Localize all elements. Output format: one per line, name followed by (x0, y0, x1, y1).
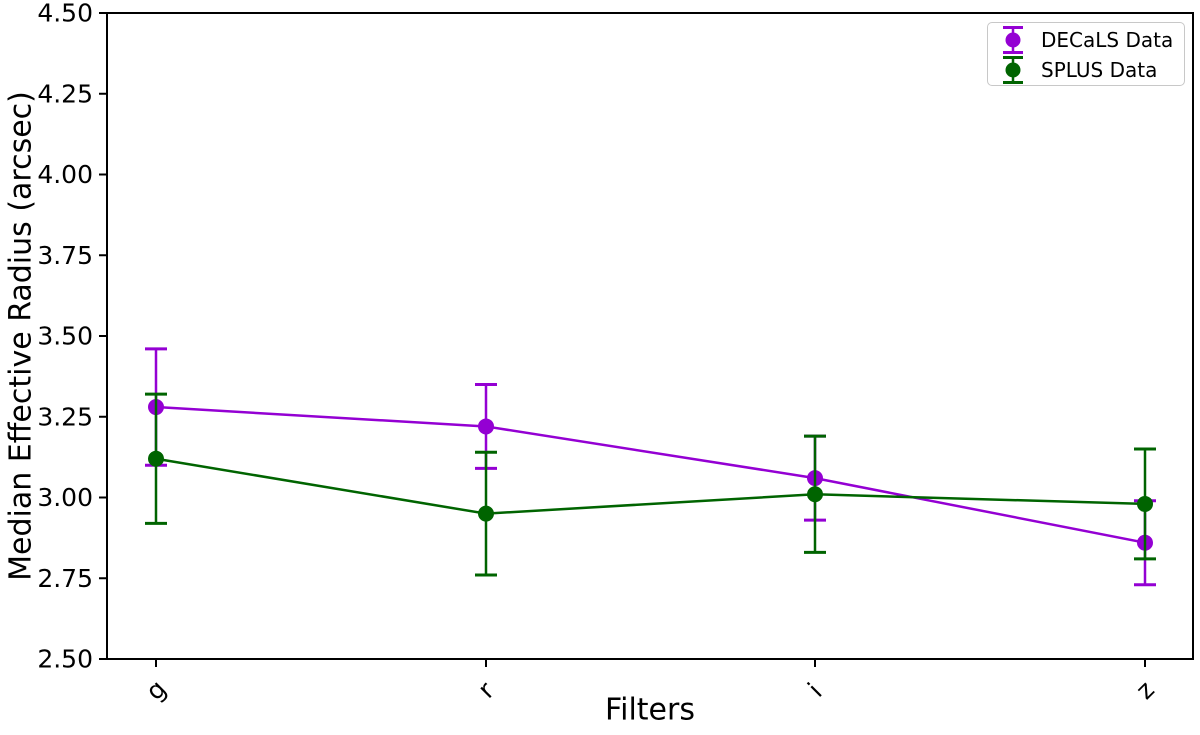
legend: DECaLS Data SPLUS Data (987, 22, 1185, 86)
legend-label-splus: SPLUS Data (1041, 58, 1158, 82)
y-axis-label: Median Effective Radius (arcsec) (3, 91, 39, 581)
x-tick-label: z (1130, 675, 1160, 705)
x-axis-label: Filters (605, 692, 695, 728)
series-splus-data (145, 392, 1156, 577)
legend-item-splus: SPLUS Data (1000, 55, 1178, 85)
legend-item-decals: DECaLS Data (1000, 25, 1178, 55)
y-tick-label: 2.50 (37, 645, 93, 674)
y-tick-label: 4.00 (37, 160, 93, 189)
errorbar-marker-icon (1003, 26, 1023, 54)
series-decals-data (145, 347, 1156, 587)
y-tick-label: 4.50 (37, 0, 93, 28)
y-tick-label: 3.00 (37, 483, 93, 512)
x-tick-label: i (802, 677, 827, 702)
data-point (478, 505, 494, 522)
y-tick-label: 3.50 (37, 322, 93, 351)
series-line (155, 457, 1146, 515)
y-tick-label: 4.25 (37, 79, 93, 108)
series-line (155, 405, 1146, 544)
data-point (478, 418, 494, 435)
x-tick-label: g (140, 674, 172, 706)
x-tick-label: r (472, 676, 500, 704)
data-point (148, 450, 164, 467)
errorbar-marker-icon (1003, 56, 1023, 84)
plot-border (106, 12, 1194, 660)
data-point (1137, 495, 1153, 512)
legend-label-decals: DECaLS Data (1041, 28, 1174, 52)
y-tick-label: 2.75 (37, 564, 93, 593)
y-tick-label: 3.25 (37, 402, 93, 431)
y-tick-label: 3.75 (37, 241, 93, 270)
data-point (807, 486, 823, 503)
